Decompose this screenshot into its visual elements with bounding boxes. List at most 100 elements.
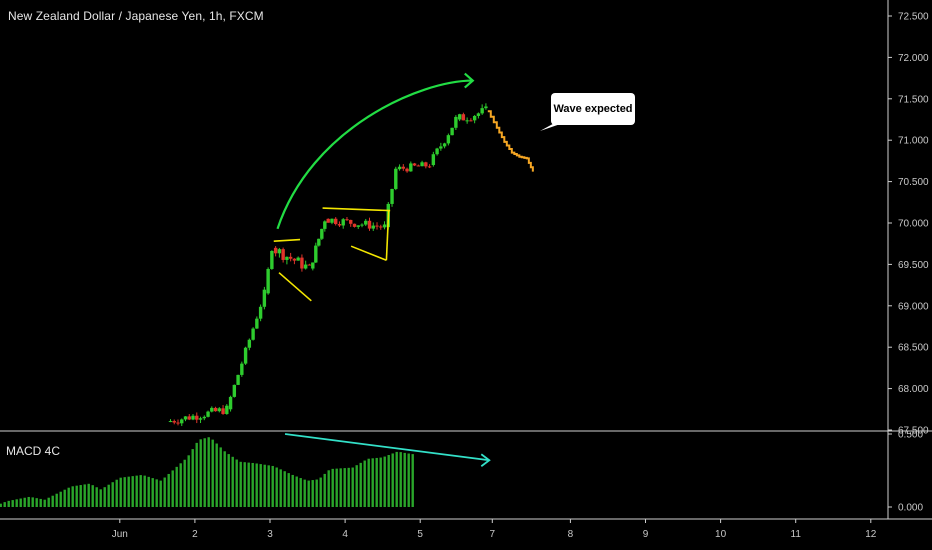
candle-body (326, 218, 330, 223)
macd-bar (387, 455, 390, 507)
macd-bar (355, 465, 358, 507)
macd-bar (103, 487, 106, 507)
macd-bar (407, 453, 410, 507)
macd-bar (7, 500, 10, 507)
macd-bar (43, 499, 46, 507)
macd-bar (299, 478, 302, 507)
macd-bar (111, 482, 114, 507)
candle-body (198, 418, 203, 420)
price-tick-label: 67.500 (898, 426, 929, 437)
macd-bar (259, 464, 262, 507)
macd-bar (371, 458, 374, 507)
macd-bar (347, 467, 350, 507)
candle-body (349, 219, 353, 224)
candle-body (262, 289, 267, 307)
macd-bar (339, 468, 342, 507)
macd-bar (279, 469, 282, 507)
macd-bar (243, 462, 246, 507)
candle-body (427, 166, 432, 168)
candle-body (187, 416, 191, 420)
candle-body (314, 245, 318, 263)
time-tick-label: 9 (643, 529, 649, 540)
macd-bar (79, 485, 82, 507)
macd-bar (311, 480, 314, 507)
candle-body (480, 108, 484, 114)
macd-bar (375, 457, 378, 507)
pattern-trendline[interactable] (322, 207, 391, 212)
candle-body (288, 256, 293, 259)
macd-bar (27, 496, 30, 507)
candle-body (210, 407, 214, 412)
macd-bar (115, 479, 118, 507)
candle-body (439, 146, 443, 149)
macd-divergence-line[interactable] (284, 433, 490, 462)
time-tick-label: 12 (865, 529, 877, 540)
macd-bar (87, 483, 90, 507)
candle-body (240, 363, 244, 375)
macd-bar (91, 485, 94, 507)
candle-body (356, 225, 360, 227)
macd-bar (83, 484, 86, 507)
candle-body (168, 421, 173, 423)
candle-body (323, 221, 327, 229)
macd-bar (171, 470, 174, 507)
candle-body (206, 411, 210, 417)
candle-body (405, 168, 409, 172)
macd-bar (31, 497, 34, 507)
macd-bar (251, 462, 254, 507)
candle-body (446, 135, 451, 144)
chart-title: New Zealand Dollar / Japanese Yen, 1h, F… (8, 9, 264, 23)
candle-body (469, 120, 473, 122)
candle-body (183, 416, 188, 420)
macd-bar (39, 498, 42, 507)
candle-body (401, 166, 406, 169)
macd-bar (71, 486, 74, 507)
macd-bar (283, 471, 286, 507)
candle-body (320, 228, 324, 239)
macd-bar (235, 459, 238, 507)
time-tick-label: Jun (112, 529, 128, 540)
price-tick-label: 68.500 (898, 343, 929, 354)
macd-bar (59, 491, 62, 507)
candle-body (255, 318, 259, 329)
candle-body (191, 415, 195, 420)
pattern-trendline[interactable] (273, 238, 301, 243)
macd-bar (267, 465, 270, 507)
candle-body (382, 224, 387, 228)
candle-body (202, 416, 206, 419)
candle-body (217, 408, 222, 412)
pattern-trendline[interactable] (350, 245, 387, 262)
candle-body (228, 396, 233, 410)
pattern-trendline[interactable] (385, 210, 390, 261)
macd-bar (139, 475, 142, 507)
macd-bar (315, 479, 318, 507)
macd-bar (263, 464, 266, 507)
candle-body (431, 154, 436, 166)
macd-bar (167, 473, 170, 507)
macd-bar (143, 475, 146, 507)
pattern-trendline[interactable] (278, 272, 312, 302)
candle-body (484, 106, 488, 109)
candle-body (457, 114, 462, 120)
macd-bar (151, 478, 154, 507)
candle-body (454, 116, 458, 128)
macd-bar (99, 489, 102, 507)
macd-bar (231, 456, 234, 507)
macd-bar (187, 455, 190, 507)
candle-body (232, 384, 237, 397)
macd-bar (63, 489, 66, 507)
macd-bar (367, 458, 370, 507)
projection-path (487, 110, 534, 172)
wave-arrow-head (464, 72, 475, 89)
macd-bar (199, 439, 202, 507)
wave-arrow-curve[interactable] (276, 79, 473, 230)
candle-body (435, 148, 439, 155)
macd-bar (203, 438, 206, 507)
macd-bar (51, 495, 54, 507)
macd-bar (399, 452, 402, 507)
candle-body (379, 226, 383, 228)
macd-bar (227, 454, 230, 507)
macd-bar (403, 452, 406, 507)
candle-body (352, 223, 357, 227)
